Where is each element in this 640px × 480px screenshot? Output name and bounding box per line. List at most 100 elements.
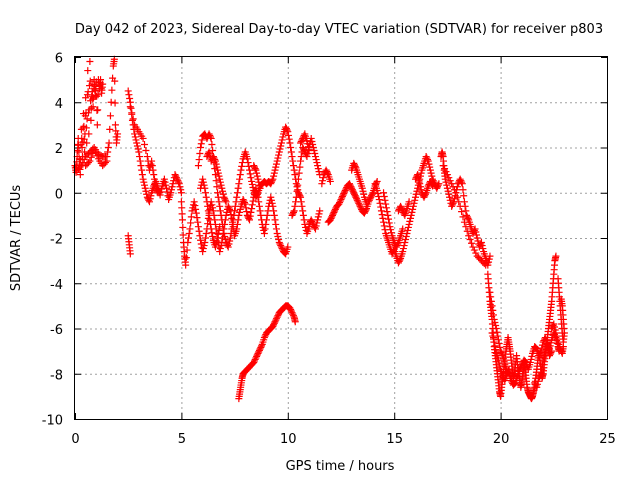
data-point	[128, 116, 136, 124]
data-point	[314, 216, 322, 224]
data-point	[424, 157, 432, 165]
data-point	[90, 146, 98, 154]
data-point	[311, 150, 319, 158]
data-point	[489, 332, 497, 340]
data-point	[197, 144, 205, 151]
data-point	[299, 211, 307, 219]
data-point	[133, 139, 141, 147]
data-point	[415, 177, 423, 185]
y-tick-label: 2	[55, 142, 63, 157]
data-point	[229, 216, 237, 224]
data-point	[316, 207, 324, 215]
data-point	[252, 193, 260, 201]
data-point	[204, 214, 212, 222]
data-point	[129, 115, 137, 123]
data-point	[287, 306, 295, 314]
data-point	[148, 157, 156, 165]
data-point	[248, 177, 256, 185]
data-point	[395, 257, 403, 265]
data-point	[217, 242, 225, 250]
data-point	[270, 321, 278, 329]
data-point	[456, 175, 464, 183]
data-point	[224, 242, 232, 250]
data-point	[192, 205, 200, 213]
data-point	[108, 86, 116, 94]
data-point	[297, 139, 305, 147]
data-point	[329, 210, 337, 218]
data-point	[442, 168, 450, 176]
data-point	[326, 216, 334, 224]
data-point	[211, 157, 219, 165]
data-point	[505, 365, 513, 373]
data-point	[381, 196, 389, 204]
data-point	[350, 189, 358, 197]
data-point	[245, 216, 253, 224]
data-point	[308, 217, 316, 225]
data-point	[246, 170, 254, 178]
data-point	[455, 198, 463, 206]
data-point	[360, 209, 368, 217]
data-point	[267, 180, 275, 188]
data-point	[272, 315, 280, 323]
data-point	[256, 207, 264, 215]
data-point	[268, 177, 276, 185]
data-point	[186, 225, 194, 233]
data-point	[187, 219, 195, 227]
data-point	[414, 174, 422, 182]
data-point	[107, 98, 115, 106]
data-point	[413, 172, 421, 180]
data-point	[203, 198, 211, 206]
data-point	[222, 198, 230, 206]
data-point	[247, 208, 255, 216]
data-point	[290, 166, 298, 174]
data-point	[89, 103, 97, 111]
data-point	[209, 232, 217, 240]
data-point	[125, 91, 133, 99]
data-point	[531, 343, 539, 351]
data-point	[194, 162, 202, 170]
data-point	[458, 180, 466, 188]
data-point	[349, 187, 357, 195]
data-point	[253, 190, 261, 198]
data-point	[184, 234, 192, 242]
data-point	[148, 162, 156, 170]
data-point	[126, 103, 134, 111]
data-point	[134, 145, 142, 153]
data-point	[277, 243, 285, 251]
data-point	[190, 198, 198, 206]
data-point	[417, 186, 425, 194]
data-point	[93, 107, 101, 115]
y-tick-label: -2	[50, 233, 63, 248]
data-point	[79, 138, 87, 146]
data-point	[206, 220, 214, 228]
data-point	[214, 189, 222, 197]
data-point	[260, 334, 268, 342]
data-point	[243, 208, 251, 216]
data-point	[358, 184, 366, 192]
data-point	[330, 208, 338, 216]
data-point	[208, 140, 216, 148]
data-point	[132, 136, 140, 144]
data-point	[459, 213, 467, 221]
data-point	[526, 358, 534, 366]
data-point	[348, 184, 356, 192]
data-point	[172, 174, 180, 182]
data-point	[147, 192, 155, 200]
data-point	[392, 243, 400, 251]
data-point	[204, 150, 212, 158]
data-point	[167, 189, 175, 197]
data-point	[249, 183, 257, 191]
data-point	[516, 364, 524, 372]
data-point	[135, 148, 143, 156]
data-point	[488, 302, 496, 310]
data-point	[152, 184, 160, 192]
data-point	[289, 310, 297, 318]
data-point	[546, 350, 554, 358]
data-point	[136, 153, 144, 161]
data-point	[463, 211, 471, 219]
data-point	[504, 367, 512, 375]
data-point	[368, 190, 376, 198]
data-point	[426, 163, 434, 171]
data-point	[261, 332, 269, 340]
x-tick-label: 0	[71, 432, 79, 447]
